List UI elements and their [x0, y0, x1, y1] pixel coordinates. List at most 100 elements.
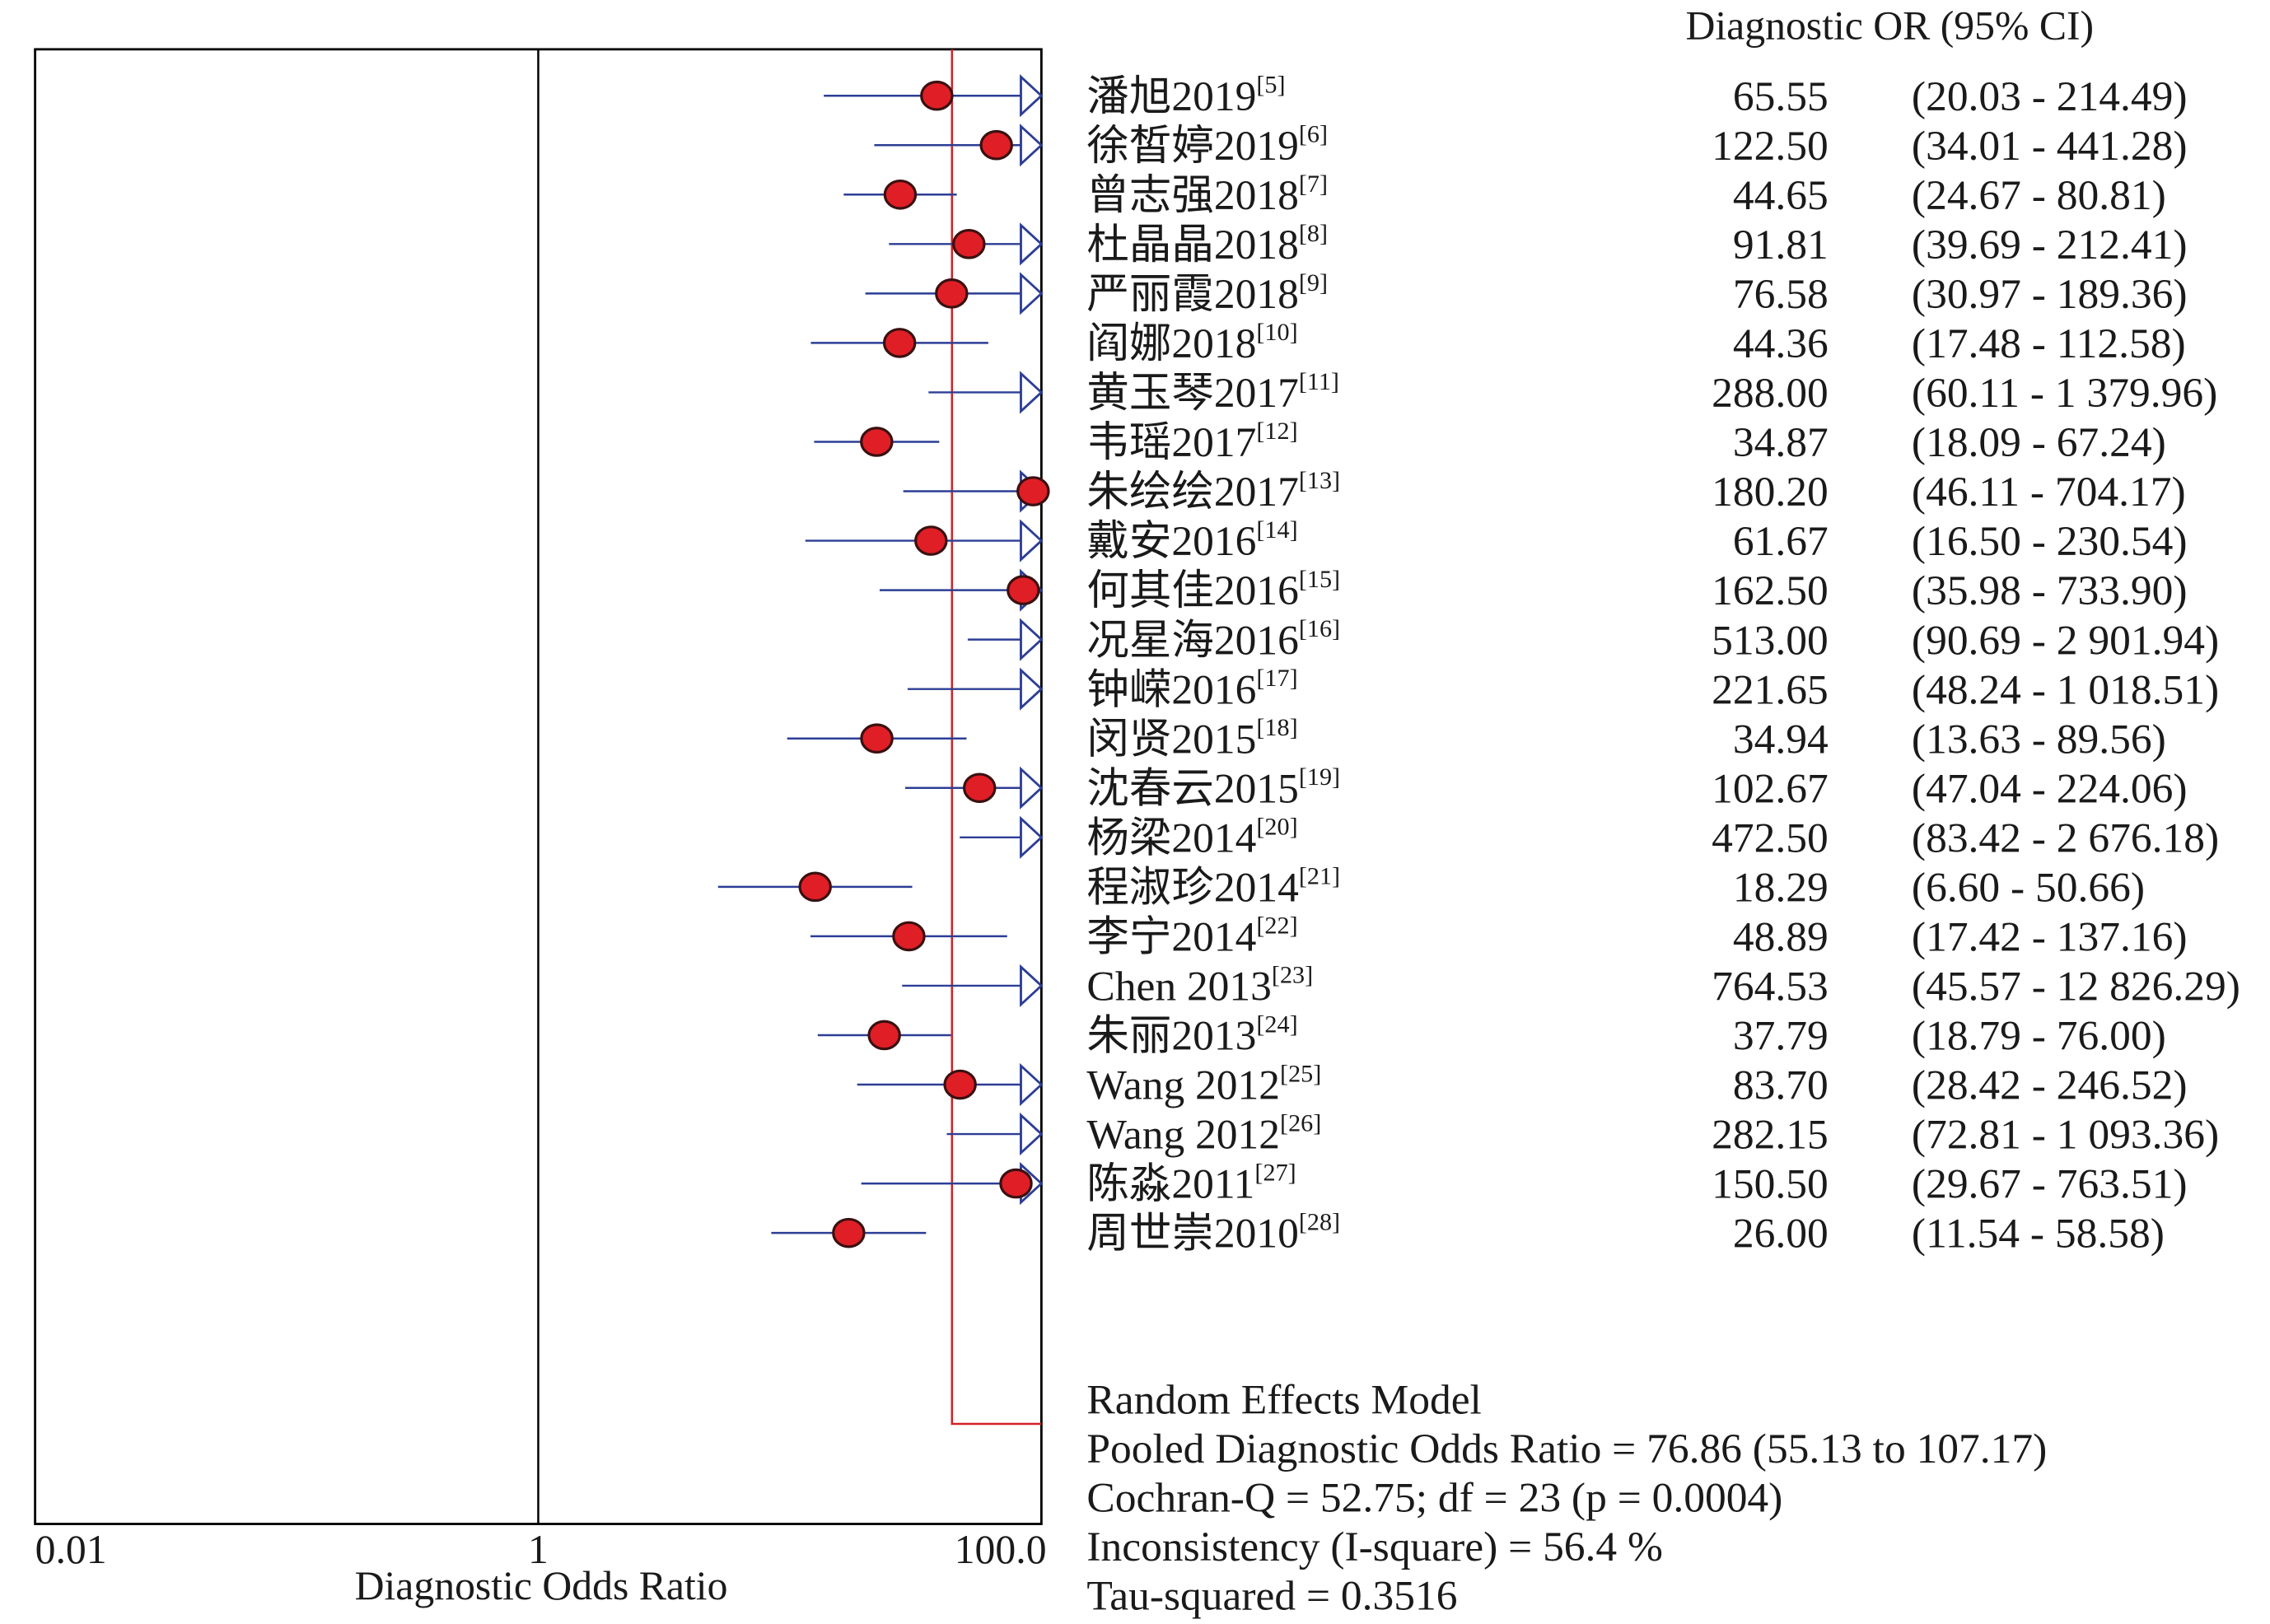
- study-label: 何其佳2016[15]: [1086, 565, 1340, 614]
- point-estimate: [860, 723, 894, 754]
- study-label: 朱绘绘2017[13]: [1086, 466, 1340, 516]
- or-value: 61.67: [1733, 518, 1829, 565]
- study-row: 严丽霞2018[9] 76.58 (30.97 - 189.36): [865, 268, 2188, 318]
- study-label: 李宁2014[22]: [1086, 911, 1297, 960]
- reference-superscript: [7]: [1299, 170, 1328, 198]
- reference-superscript: [28]: [1299, 1208, 1340, 1236]
- study-row: 朱绘绘2017[13] 180.20 (46.11 - 704.17): [903, 466, 2186, 516]
- point-estimate: [882, 328, 917, 358]
- study-name: 沈春云2015: [1086, 766, 1298, 813]
- x-tick-label: 100.0: [955, 1527, 1047, 1572]
- study-label: 朱丽2013[24]: [1086, 1010, 1297, 1060]
- ci-truncation-arrow: [1020, 964, 1044, 1008]
- reference-superscript: [11]: [1299, 367, 1339, 395]
- or-value: 83.70: [1733, 1062, 1829, 1109]
- or-value: 34.94: [1733, 716, 1829, 763]
- study-row: Wang 2012[25] 83.70 (28.42 - 246.52): [857, 1060, 2188, 1109]
- summary-line: Tau-squared = 0.3516: [1086, 1573, 1457, 1620]
- ci-value: (83.42 - 2 676.18): [1912, 815, 2219, 862]
- ci-value: (29.67 - 763.51): [1912, 1161, 2188, 1208]
- or-value: 180.20: [1712, 469, 1829, 516]
- reference-superscript: [14]: [1256, 516, 1297, 544]
- study-row: 杨梁2014[20] 472.50 (83.42 - 2 676.18): [960, 812, 2219, 861]
- study-name: 徐皙婷2019: [1086, 123, 1298, 170]
- reference-superscript: [20]: [1256, 812, 1297, 840]
- study-row: 程淑珍2014[21] 18.29 (6.60 - 50.66): [717, 861, 2145, 912]
- point-estimate: [999, 1168, 1033, 1199]
- point-estimate: [935, 278, 969, 309]
- study-name: 黄玉琴2017: [1086, 370, 1298, 417]
- study-label: 钟嵘2016[17]: [1086, 664, 1297, 713]
- study-row: 闵贤2015[18] 34.94 (13.63 - 89.56): [787, 713, 2166, 763]
- reference-superscript: [5]: [1256, 71, 1285, 99]
- study-label: 陈淼2011[27]: [1086, 1159, 1296, 1208]
- reference-superscript: [22]: [1256, 911, 1297, 939]
- point-estimate: [952, 229, 986, 259]
- reference-superscript: [9]: [1299, 268, 1328, 296]
- x-axis-ticks: 0.01 1 100.0: [35, 1527, 1047, 1572]
- reference-superscript: [23]: [1272, 961, 1313, 989]
- ci-value: (39.69 - 212.41): [1912, 222, 2188, 268]
- summary-line: Inconsistency (I-square) = 56.4 %: [1086, 1524, 1663, 1570]
- point-estimate: [963, 772, 997, 804]
- ci-truncation-arrow: [1020, 519, 1044, 562]
- ci-truncation-arrow: [1020, 766, 1044, 810]
- point-estimate: [892, 921, 926, 952]
- ci-value: (47.04 - 224.06): [1912, 766, 2188, 813]
- ci-value: (6.60 - 50.66): [1912, 865, 2145, 912]
- reference-superscript: [15]: [1299, 565, 1340, 593]
- study-label: 闵贤2015[18]: [1086, 713, 1297, 763]
- study-row: Chen 2013[23] 764.53 (45.57 - 12 826.29): [902, 961, 2240, 1010]
- point-estimate: [914, 525, 948, 556]
- or-value: 44.65: [1733, 172, 1829, 219]
- study-row: 何其佳2016[15] 162.50 (35.98 - 733.90): [879, 565, 2188, 614]
- study-name: 杨梁2014: [1086, 815, 1256, 862]
- reference-superscript: [10]: [1256, 318, 1297, 346]
- study-label: 韦瑶2017[12]: [1086, 417, 1297, 466]
- or-value: 65.55: [1733, 73, 1829, 120]
- or-value: 48.89: [1733, 914, 1829, 961]
- study-name: 陈淼2011: [1086, 1161, 1254, 1208]
- study-row: 周世崇2010[28] 26.00 (11.54 - 58.58): [771, 1208, 2165, 1258]
- or-value: 76.58: [1733, 271, 1829, 318]
- ci-value: (46.11 - 704.17): [1912, 469, 2186, 516]
- pooled-estimate-line: [951, 49, 1042, 1426]
- study-label: 徐皙婷2019[6]: [1086, 120, 1328, 170]
- point-estimate: [832, 1217, 866, 1248]
- study-label: Wang 2012[26]: [1086, 1109, 1321, 1159]
- or-value: 122.50: [1712, 123, 1829, 170]
- study-row: 杜晶晶2018[8] 91.81 (39.69 - 212.41): [889, 219, 2188, 268]
- study-row: 黄玉琴2017[11] 288.00 (60.11 - 1 379.96): [928, 367, 2217, 417]
- point-estimate: [979, 129, 1013, 161]
- study-row: Wang 2012[26] 282.15 (72.81 - 1 093.36): [946, 1109, 2219, 1159]
- study-row: 戴安2016[14] 61.67 (16.50 - 230.54): [805, 516, 2188, 565]
- study-label: 黄玉琴2017[11]: [1086, 367, 1339, 417]
- point-estimate: [1016, 476, 1050, 506]
- reference-superscript: [21]: [1299, 861, 1340, 889]
- column-header: Diagnostic OR (95% CI): [1685, 3, 2094, 49]
- study-row: 况星海2016[16] 513.00 (90.69 - 2 901.94): [967, 614, 2219, 664]
- summary-line: Pooled Diagnostic Odds Ratio = 76.86 (55…: [1086, 1426, 2047, 1472]
- ci-value: (34.01 - 441.28): [1912, 123, 2188, 170]
- study-name: 周世崇2010: [1086, 1211, 1298, 1258]
- ci-truncation-arrow: [1020, 124, 1044, 167]
- study-row: 潘旭2019[5] 65.55 (20.03 - 214.49): [824, 71, 2188, 120]
- study-name: 钟嵘2016: [1086, 666, 1256, 713]
- study-row: 韦瑶2017[12] 34.87 (18.09 - 67.24): [814, 417, 2166, 466]
- ci-value: (24.67 - 80.81): [1912, 172, 2166, 219]
- or-value: 288.00: [1712, 370, 1829, 417]
- reference-superscript: [8]: [1299, 219, 1328, 247]
- ci-truncation-arrow: [1020, 272, 1044, 315]
- reference-superscript: [12]: [1256, 417, 1297, 445]
- ci-value: (13.63 - 89.56): [1912, 716, 2166, 763]
- study-label: Wang 2012[25]: [1086, 1060, 1321, 1109]
- study-name: 韦瑶2017: [1086, 419, 1256, 466]
- study-label: 阎娜2018[10]: [1086, 318, 1297, 367]
- ci-value: (20.03 - 214.49): [1912, 73, 2188, 120]
- study-name: 阎娜2018: [1086, 320, 1256, 367]
- study-row: 陈淼2011[27] 150.50 (29.67 - 763.51): [861, 1159, 2188, 1208]
- study-row: 李宁2014[22] 48.89 (17.42 - 137.16): [810, 911, 2188, 961]
- or-value: 37.79: [1733, 1013, 1829, 1060]
- reference-superscript: [13]: [1299, 466, 1340, 494]
